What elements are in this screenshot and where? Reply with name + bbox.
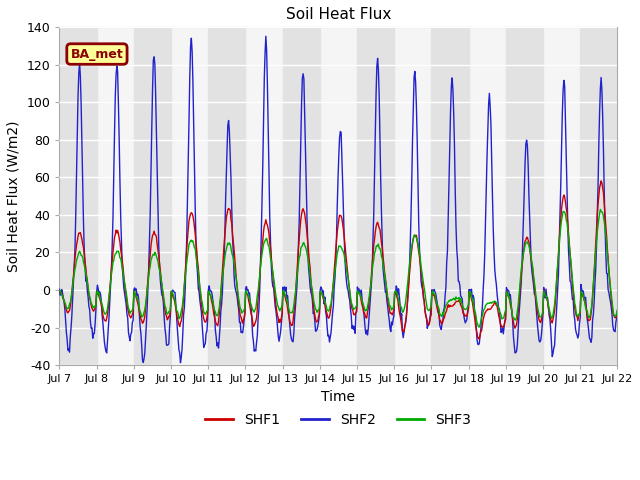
Bar (208, 27, 245, 365)
Legend: SHF1, SHF2, SHF3: SHF1, SHF2, SHF3 (200, 408, 477, 432)
Line: SHF2: SHF2 (60, 36, 618, 363)
Line: SHF1: SHF1 (60, 181, 618, 339)
SHF1 (406, 264, 414, 269)
SHF3 (614, 308, 621, 313)
SHF1 (180, 295, 188, 300)
Line: SHF3: SHF3 (60, 209, 618, 327)
Bar (134, 27, 171, 365)
SHF2 (424, 322, 432, 328)
Bar (431, 27, 468, 365)
SHF1 (476, 336, 483, 342)
SHF2 (56, 287, 63, 292)
SHF3 (180, 291, 188, 297)
Bar (580, 27, 618, 365)
SHF3 (123, 295, 131, 300)
Bar (357, 27, 394, 365)
SHF3 (476, 324, 483, 330)
SHF1 (422, 315, 430, 321)
Bar (283, 27, 320, 365)
SHF2 (180, 305, 188, 311)
SHF3 (596, 206, 604, 212)
SHF2 (66, 349, 74, 355)
SHF1 (209, 305, 217, 311)
SHF3 (422, 301, 430, 307)
SHF1 (597, 178, 605, 184)
SHF1 (614, 309, 621, 314)
SHF3 (66, 301, 74, 307)
SHF2 (408, 178, 415, 183)
SHF3 (406, 256, 414, 262)
Title: Soil Heat Flux: Soil Heat Flux (285, 7, 391, 22)
Bar (60, 27, 97, 365)
X-axis label: Time: Time (321, 390, 355, 404)
Y-axis label: Soil Heat Flux (W/m2): Soil Heat Flux (W/m2) (7, 120, 21, 272)
SHF3 (56, 288, 63, 293)
SHF1 (123, 300, 131, 305)
SHF2 (123, 311, 131, 317)
SHF2 (177, 360, 184, 366)
Text: BA_met: BA_met (70, 48, 124, 60)
SHF2 (262, 34, 269, 39)
SHF2 (210, 305, 218, 311)
SHF1 (66, 308, 74, 313)
SHF1 (56, 288, 63, 294)
Bar (506, 27, 543, 365)
SHF2 (614, 307, 621, 313)
SHF3 (209, 299, 217, 304)
